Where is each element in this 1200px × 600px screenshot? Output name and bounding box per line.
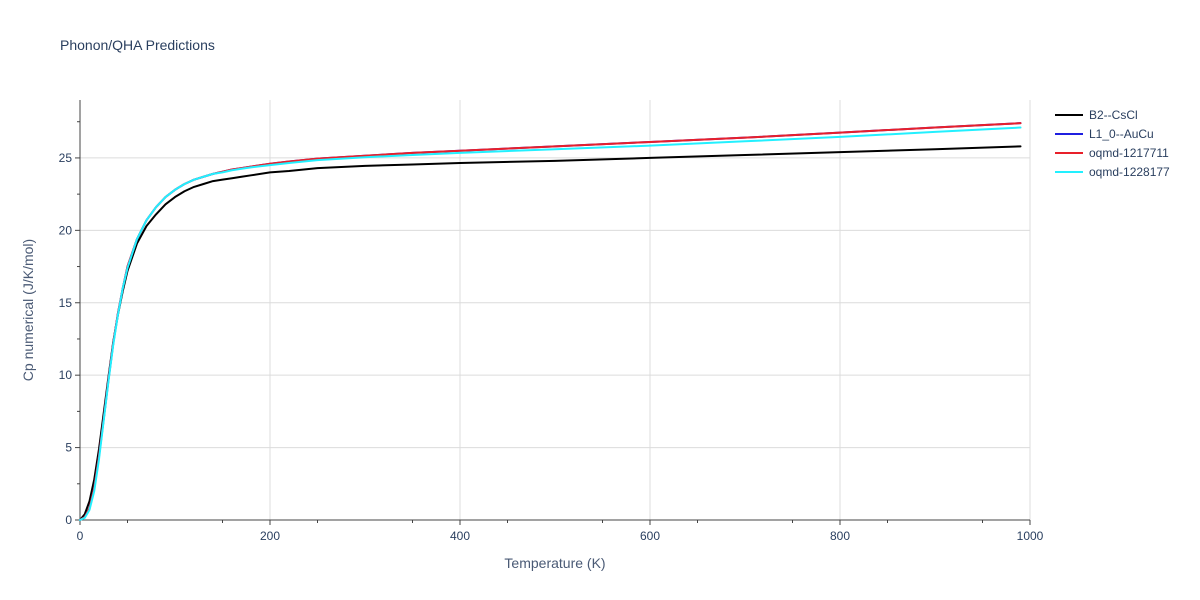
y-tick-label: 25 [59,151,73,165]
legend-item-l1-0-aucu[interactable]: L1_0--AuCu [1055,127,1154,141]
legend-label: L1_0--AuCu [1089,127,1154,141]
x-tick-label: 1000 [1017,529,1044,543]
x-tick-label: 200 [260,529,280,543]
legend-item-b2-cscl[interactable]: B2--CsCl [1055,108,1138,122]
axes: 0 200 400 600 800 1000 0 5 10 15 20 25 [59,100,1044,543]
legend-item-oqmd-1228177[interactable]: oqmd-1228177 [1055,165,1170,179]
series-line-oqmd-1228177 [79,126,1022,521]
x-tick-label: 600 [640,529,660,543]
legend-label: oqmd-1228177 [1089,165,1170,179]
y-tick-label: 5 [65,441,72,455]
legend: B2--CsCl L1_0--AuCu oqmd-1217711 oqmd-12281… [1055,108,1170,179]
y-tick-label: 20 [59,223,73,237]
series-line-l1-0-aucu [79,122,1022,521]
x-tick-label: 400 [450,529,470,543]
grid [80,100,1031,520]
series-group [79,122,1022,521]
y-tick-label: 10 [59,368,73,382]
legend-label: B2--CsCl [1089,108,1138,122]
series-line-b2-cscl [79,145,1022,521]
y-axis-title: Cp numerical (J/K/mol) [20,239,36,381]
legend-item-oqmd-1217711[interactable]: oqmd-1217711 [1055,146,1169,160]
x-tick-label: 800 [830,529,850,543]
x-tick-label: 0 [77,529,84,543]
y-tick-label: 15 [59,296,73,310]
y-tick-label: 0 [65,513,72,527]
chart-title: Phonon/QHA Predictions [60,37,215,53]
legend-label: oqmd-1217711 [1089,146,1169,160]
x-axis-title: Temperature (K) [504,555,605,571]
series-line-oqmd-1217711 [79,122,1022,521]
